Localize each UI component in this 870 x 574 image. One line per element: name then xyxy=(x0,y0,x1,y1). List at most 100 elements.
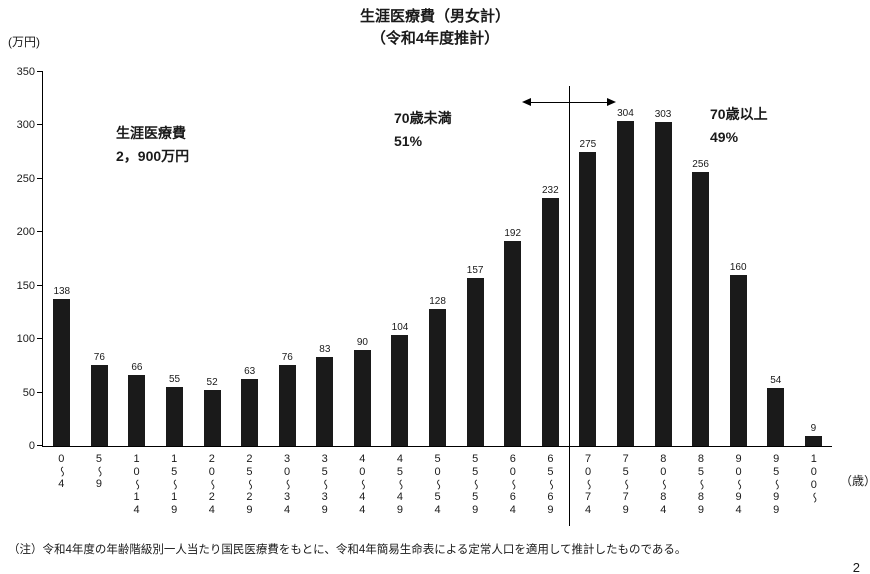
bar-slot: 76 xyxy=(268,72,306,446)
x-label-slot: 95～99 xyxy=(757,453,795,517)
bar xyxy=(128,375,146,446)
bar xyxy=(729,275,747,446)
annotation-lifetime-total-line1: 生涯医療費 xyxy=(116,125,186,141)
bar-value-label: 76 xyxy=(93,351,105,363)
bar-value-label: 275 xyxy=(579,139,597,151)
x-axis-label: 0～4 xyxy=(55,453,68,491)
bar-slot: 138 xyxy=(43,72,81,446)
x-label-slot: 15～19 xyxy=(155,453,193,517)
x-label-slot: 75～79 xyxy=(606,453,644,517)
bar-slot: 160 xyxy=(719,72,757,446)
bar-value-label: 232 xyxy=(541,185,559,197)
bar-value-label: 52 xyxy=(206,377,218,389)
x-label-slot: 20～24 xyxy=(193,453,231,517)
annotation-over-70-line2: 49% xyxy=(710,129,739,146)
x-axis-labels: 0～4 5～9 10～14 15～19 20～24 25～29 30～34 35～39 40～4… xyxy=(42,453,832,517)
bar-slot: 303 xyxy=(644,72,682,446)
y-tick-mark xyxy=(37,445,43,446)
bar-value-label: 54 xyxy=(770,375,782,387)
x-label-slot: 100～ xyxy=(795,453,833,517)
chart-title-line2: （令和4年度推計） xyxy=(370,29,500,47)
x-axis-label: 50～54 xyxy=(431,453,444,517)
bar xyxy=(692,172,710,446)
bar-value-label: 128 xyxy=(429,296,446,308)
bar xyxy=(654,122,672,446)
bar xyxy=(353,349,371,446)
y-tick-mark xyxy=(37,338,43,340)
x-label-slot: 45～49 xyxy=(381,453,419,517)
bar-value-label: 138 xyxy=(53,285,71,297)
bar xyxy=(541,198,559,446)
y-tick-mark xyxy=(37,231,43,233)
x-label-slot: 55～59 xyxy=(456,453,494,517)
bar xyxy=(278,364,296,446)
bar-value-label: 83 xyxy=(319,344,331,356)
bar-value-label: 55 xyxy=(168,374,181,386)
x-axis-label: 70～74 xyxy=(582,453,595,517)
bar-value-label: 303 xyxy=(654,109,672,121)
annotation-lifetime-total-line2: 2，900万円 xyxy=(116,148,190,165)
bar xyxy=(804,436,822,446)
bar-value-label: 157 xyxy=(466,265,484,277)
x-label-slot: 60～64 xyxy=(494,453,532,517)
bar-slot: 256 xyxy=(682,72,720,446)
y-tick-label: 50 xyxy=(22,386,35,399)
annotation-under-70: 70歳未満 51% xyxy=(394,107,452,153)
annotation-under-70-line1: 70歳未満 xyxy=(394,110,452,126)
y-tick-label: 250 xyxy=(16,172,35,185)
bar-value-label: 63 xyxy=(244,365,256,377)
x-axis-label: 10～14 xyxy=(130,453,143,517)
bar-value-label: 160 xyxy=(729,262,747,274)
y-tick-label: 300 xyxy=(16,119,35,132)
x-axis-label: 75～79 xyxy=(619,453,632,517)
bar-slot: 52 xyxy=(193,72,231,446)
annotation-over-70-line1: 70歳以上 xyxy=(710,106,768,122)
y-tick-mark xyxy=(37,391,43,393)
bar-value-label: 104 xyxy=(391,321,409,333)
bar xyxy=(391,334,409,446)
page-number: 2 xyxy=(852,560,860,574)
bar xyxy=(579,152,597,446)
y-tick-label: 350 xyxy=(16,66,35,78)
bar-value-label: 256 xyxy=(692,159,709,171)
x-label-slot: 40～44 xyxy=(343,453,381,517)
annotation-under-70-line2: 51% xyxy=(394,133,423,150)
arrow-right-head-icon xyxy=(607,98,616,106)
bar xyxy=(90,364,108,446)
bar-value-label: 90 xyxy=(356,336,368,348)
bar-value-label: 76 xyxy=(281,351,293,363)
x-label-slot: 50～54 xyxy=(418,453,456,517)
bar-slot: 128 xyxy=(419,72,457,446)
bar xyxy=(316,357,334,446)
y-tick-label: 100 xyxy=(16,333,35,346)
x-axis-label: 25～29 xyxy=(243,453,256,517)
x-axis-label: 80～84 xyxy=(657,453,670,517)
x-axis-label: 90～94 xyxy=(732,453,745,517)
y-axis-unit-label: (万円) xyxy=(8,35,40,49)
bar-slot: 83 xyxy=(306,72,344,446)
divider-line xyxy=(569,86,570,526)
bar xyxy=(203,390,221,446)
bar-slot: 275 xyxy=(569,72,607,446)
y-tick-mark xyxy=(37,284,43,286)
x-label-slot: 0～4 xyxy=(42,453,80,517)
x-label-slot: 85～89 xyxy=(682,453,720,517)
plot-area: 0 50 100 150 200 250 300 350 138 76 66 55 52 63 76 83 9… xyxy=(17,66,832,526)
x-label-slot: 30～34 xyxy=(268,453,306,517)
x-axis-label: 100～ xyxy=(807,453,820,504)
y-tick-label: 150 xyxy=(16,279,35,292)
bar xyxy=(504,240,522,446)
bar xyxy=(429,309,447,446)
x-axis-label: 5～9 xyxy=(92,453,105,491)
x-label-slot: 10～14 xyxy=(117,453,155,517)
bar-value-label: 9 xyxy=(810,423,817,435)
x-label-slot: 5～9 xyxy=(80,453,118,517)
bar-value-label: 66 xyxy=(131,362,143,374)
bar-value-label: 304 xyxy=(617,108,634,120)
footnote: （注）令和4年度の年齢階級別一人当たり国民医療費をもとに、令和4年簡易生命表によ… xyxy=(8,544,687,556)
bar xyxy=(616,121,634,446)
y-tick-label: 0 xyxy=(28,440,35,452)
y-tick-label: 200 xyxy=(16,226,35,239)
bar-value-label: 192 xyxy=(504,227,522,239)
